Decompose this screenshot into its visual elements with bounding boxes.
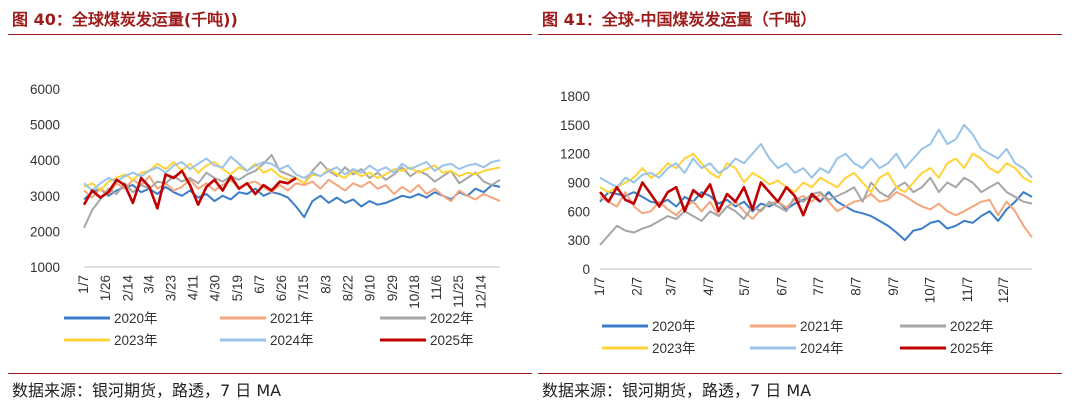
- y-tick-label: 0: [582, 262, 590, 277]
- source-note: 数据来源：银河期货，路透，7 日 MA: [12, 381, 282, 400]
- legend-label: 2022年: [430, 311, 474, 326]
- y-tick-label: 600: [567, 204, 590, 219]
- x-tick-label: 9/29: [385, 275, 400, 301]
- legend-label: 2025年: [950, 341, 994, 356]
- x-tick-label: 12/14: [473, 275, 488, 309]
- x-tick-label: 6/26: [274, 275, 289, 301]
- figure-title: 图 41：全球-中国煤炭发运量（千吨）: [542, 10, 817, 29]
- chart-panel-global: 图 40：全球煤炭发运量(千吨)) 1000 2000 3000 4000 5000 60…: [8, 0, 536, 407]
- x-tick-label: 7/15: [296, 275, 311, 301]
- series-line: [83, 155, 501, 192]
- series-line: [599, 181, 822, 217]
- series-line: [599, 123, 1033, 189]
- legend-label: 2020年: [652, 319, 696, 334]
- x-tick-label: 9/10: [363, 275, 378, 301]
- legend-label: 2024年: [270, 333, 314, 348]
- source-divider: [538, 373, 1062, 374]
- legend-label: 2021年: [800, 319, 844, 334]
- legend-label: 2020年: [114, 311, 158, 326]
- x-tick-label: 9/7: [886, 277, 901, 296]
- x-tick-label: 8/3: [318, 275, 333, 294]
- source-divider: [8, 373, 532, 374]
- series-line: [83, 175, 501, 203]
- x-tick-label: 4/7: [701, 277, 716, 296]
- y-tick-label: 5000: [30, 118, 60, 133]
- x-tick-label: 1/26: [98, 275, 113, 301]
- legend-label: 2024年: [800, 341, 844, 356]
- y-tick-label: 6000: [30, 82, 60, 97]
- legend-label: 2023年: [652, 341, 696, 356]
- figure-title: 图 40：全球煤炭发运量(千吨)): [12, 10, 238, 29]
- series-line: [82, 169, 297, 210]
- x-tick-label: 10/18: [407, 275, 422, 309]
- title-divider: [8, 34, 532, 35]
- line-chart-china-coal: 0 300 600 900 1200 1500 1800 1/7 2/7 3/7 4/7 5/7 6/7…: [560, 89, 1033, 356]
- title-divider: [538, 34, 1062, 35]
- legend-label: 2022年: [950, 319, 994, 334]
- x-tick-label: 5/19: [230, 275, 245, 301]
- x-tick-label: 7/7: [811, 277, 826, 296]
- x-tick-label: 3/4: [141, 275, 156, 294]
- y-tick-label: 1200: [560, 147, 590, 162]
- x-tick-label: 3/23: [163, 275, 178, 301]
- x-tick-label: 1/7: [76, 275, 91, 294]
- line-chart-global-coal: 1000 2000 3000 4000 5000 6000 1/7 1/26 2/14 3/4 3/…: [30, 82, 501, 348]
- legend-label: 2023年: [114, 333, 158, 348]
- y-tick-label: 3000: [30, 189, 60, 204]
- series-line: [83, 184, 501, 219]
- x-tick-label: 6/7: [775, 277, 790, 296]
- y-tick-label: 1800: [560, 89, 590, 104]
- series-line: [599, 176, 1033, 246]
- y-tick-label: 4000: [30, 153, 60, 168]
- x-tick-label: 2/14: [120, 275, 135, 302]
- x-tick-label: 4/30: [208, 275, 223, 301]
- x-tick-label: 1/7: [592, 277, 607, 296]
- x-tick-label: 11/7: [960, 277, 975, 302]
- y-tick-label: 300: [567, 233, 590, 248]
- x-tick-label: 5/7: [737, 277, 752, 296]
- x-tick-label: 2/7: [630, 277, 645, 296]
- x-tick-label: 12/7: [996, 277, 1011, 303]
- x-tick-label: 6/7: [252, 275, 267, 294]
- y-tick-label: 2000: [30, 224, 60, 239]
- chart-panel-china: 图 41：全球-中国煤炭发运量（千吨） 0 300 600 900 1200 1500 18…: [538, 0, 1066, 407]
- x-tick-label: 3/7: [663, 277, 678, 296]
- y-tick-label: 900: [567, 176, 590, 191]
- source-note: 数据来源：银河期货，路透，7 日 MA: [542, 381, 812, 400]
- series-line: [83, 153, 501, 229]
- x-tick-label: 8/7: [849, 277, 864, 296]
- y-tick-label: 1000: [30, 260, 60, 275]
- x-tick-label: 4/11: [186, 275, 201, 300]
- x-tick-label: 11/6: [429, 275, 444, 300]
- y-tick-label: 1500: [560, 118, 590, 133]
- legend-label: 2025年: [430, 333, 474, 348]
- x-tick-label: 11/25: [451, 275, 466, 308]
- x-tick-label: 10/7: [922, 277, 937, 303]
- x-tick-label: 8/22: [341, 275, 356, 301]
- legend-label: 2021年: [270, 311, 314, 326]
